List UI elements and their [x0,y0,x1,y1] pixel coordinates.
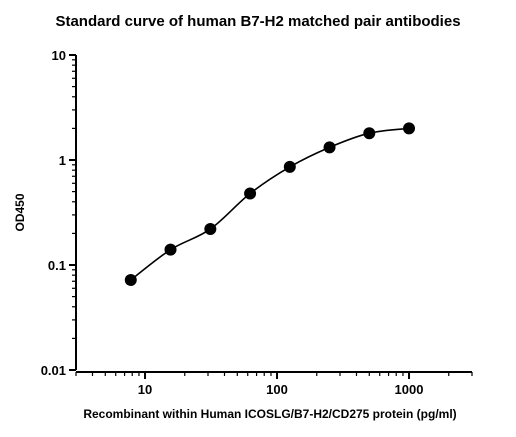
data-point [124,273,137,286]
data-point [363,127,376,140]
plot-area: 0.01 0.1 1 10 10 100 1000 [41,48,473,397]
x-tick-label: 100 [266,382,288,397]
y-tick-label: 0.01 [41,363,66,378]
y-tick-label: 10 [52,48,66,63]
data-point [164,243,177,256]
data-point [204,223,217,236]
data-point [283,160,296,173]
data-point [323,141,336,154]
data-point [403,122,416,135]
chart-title: Standard curve of human B7-H2 matched pa… [55,13,460,30]
y-axis-ticks: 0.01 0.1 1 10 [41,48,76,378]
x-axis-ticks: 10 100 1000 [75,372,473,397]
y-tick-label: 0.1 [48,258,66,273]
x-axis-label: Recombinant within Human ICOSLG/B7-H2/CD… [83,407,456,421]
y-tick-label: 1 [59,153,66,168]
fit-curve [130,127,410,281]
data-points [124,122,416,286]
y-axis-label: OD450 [13,193,27,231]
data-point [244,187,257,200]
x-tick-label: 1000 [395,382,424,397]
x-tick-label: 10 [138,382,152,397]
